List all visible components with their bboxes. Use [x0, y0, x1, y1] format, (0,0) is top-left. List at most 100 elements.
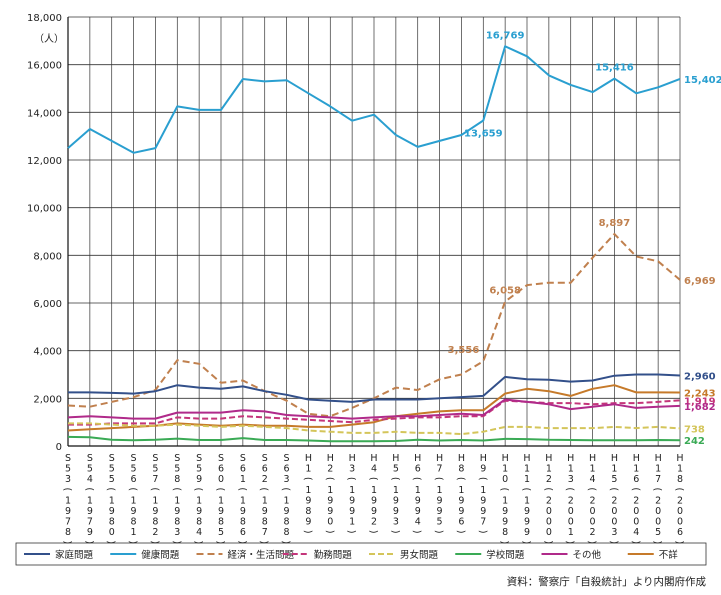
- svg-text:1: 1: [546, 464, 552, 475]
- svg-text:H: H: [611, 453, 618, 464]
- svg-text:9: 9: [87, 527, 93, 538]
- svg-text:(: (: [280, 487, 291, 491]
- series-line-health: [67, 45, 681, 154]
- svg-text:1: 1: [655, 464, 661, 475]
- series-line-romance: [68, 422, 681, 436]
- svg-text:8: 8: [65, 527, 71, 538]
- svg-text:): ): [674, 540, 685, 544]
- svg-text:H: H: [327, 453, 334, 464]
- svg-text:S: S: [109, 453, 115, 464]
- svg-text:1: 1: [458, 485, 464, 496]
- svg-text:2: 2: [655, 495, 661, 506]
- svg-text:2: 2: [633, 495, 639, 506]
- svg-text:1: 1: [305, 485, 311, 496]
- svg-text:2: 2: [677, 495, 683, 506]
- svg-text:3: 3: [611, 527, 617, 538]
- series-line-work: [68, 399, 681, 426]
- series-layer: [67, 45, 681, 443]
- svg-text:4: 4: [633, 527, 639, 538]
- svg-text:男女問題: 男女問題: [400, 549, 439, 561]
- svg-text:H: H: [370, 453, 377, 464]
- svg-text:): ): [105, 540, 116, 544]
- data-labels: 13,659 16,769 15,416 15,402 3,556 6,058 8,897 6…: [448, 30, 721, 447]
- svg-text:8: 8: [262, 517, 268, 528]
- svg-text:5: 5: [218, 527, 224, 538]
- svg-text:9: 9: [196, 506, 202, 517]
- svg-text:1: 1: [174, 495, 180, 506]
- svg-text:0: 0: [655, 517, 661, 528]
- svg-text:1: 1: [349, 485, 355, 496]
- data-label-economy: 8,897: [599, 218, 631, 229]
- svg-text:H: H: [305, 453, 312, 464]
- svg-text:9: 9: [458, 495, 464, 506]
- data-label-health: 15,416: [595, 63, 634, 74]
- svg-text:4: 4: [371, 464, 377, 475]
- y-tick-label: 4,000: [33, 347, 62, 358]
- svg-text:8: 8: [240, 517, 246, 528]
- svg-text:0: 0: [218, 474, 224, 485]
- svg-text:9: 9: [284, 506, 290, 517]
- legend-entry-economy: 経済・生活問題: [196, 549, 295, 561]
- svg-text:5: 5: [87, 464, 93, 475]
- svg-text:1: 1: [502, 495, 508, 506]
- svg-text:9: 9: [393, 495, 399, 506]
- svg-text:3: 3: [174, 527, 180, 538]
- svg-text:9: 9: [349, 506, 355, 517]
- svg-text:): ): [346, 530, 357, 534]
- data-label-economy: 6,969: [684, 276, 716, 287]
- data-label-unknown: 2,243: [684, 389, 716, 400]
- svg-text:2: 2: [546, 495, 552, 506]
- svg-text:2: 2: [568, 495, 574, 506]
- svg-text:0: 0: [677, 517, 683, 528]
- svg-text:H: H: [545, 453, 552, 464]
- svg-text:9: 9: [524, 517, 530, 528]
- svg-text:2: 2: [590, 527, 596, 538]
- svg-text:9: 9: [415, 495, 421, 506]
- svg-text:9: 9: [437, 506, 443, 517]
- svg-text:8: 8: [152, 517, 158, 528]
- svg-text:H: H: [589, 453, 596, 464]
- svg-text:(: (: [389, 477, 400, 481]
- legend-entry-health: 健康問題: [110, 549, 180, 561]
- svg-text:5: 5: [174, 464, 180, 475]
- svg-text:0: 0: [611, 517, 617, 528]
- svg-text:1: 1: [284, 495, 290, 506]
- svg-text:(: (: [564, 487, 575, 491]
- svg-text:健康問題: 健康問題: [141, 549, 180, 561]
- svg-text:1: 1: [524, 464, 530, 475]
- svg-text:(: (: [302, 477, 313, 481]
- svg-text:(: (: [455, 477, 466, 481]
- svg-text:5: 5: [109, 474, 115, 485]
- svg-text:1: 1: [305, 464, 311, 475]
- svg-text:7: 7: [152, 474, 158, 485]
- svg-text:H: H: [414, 453, 421, 464]
- svg-text:8: 8: [109, 517, 115, 528]
- svg-text:4: 4: [87, 474, 93, 485]
- svg-text:(: (: [586, 487, 597, 491]
- svg-text:3: 3: [284, 474, 290, 485]
- legend-entry-romance: 男女問題: [369, 549, 439, 561]
- svg-text:5: 5: [131, 464, 137, 475]
- svg-text:S: S: [196, 453, 202, 464]
- svg-text:9: 9: [480, 506, 486, 517]
- series-line-family: [68, 373, 681, 403]
- svg-text:5: 5: [196, 464, 202, 475]
- svg-text:2: 2: [262, 474, 268, 485]
- svg-text:0: 0: [568, 517, 574, 528]
- svg-text:): ): [83, 540, 94, 544]
- svg-text:1: 1: [131, 495, 137, 506]
- svg-text:(: (: [105, 487, 116, 491]
- svg-text:9: 9: [502, 517, 508, 528]
- legend-entry-other: その他: [541, 549, 602, 561]
- svg-text:1: 1: [590, 464, 596, 475]
- svg-text:8: 8: [502, 527, 508, 538]
- svg-text:9: 9: [349, 495, 355, 506]
- svg-text:(: (: [324, 477, 335, 481]
- svg-text:9: 9: [393, 506, 399, 517]
